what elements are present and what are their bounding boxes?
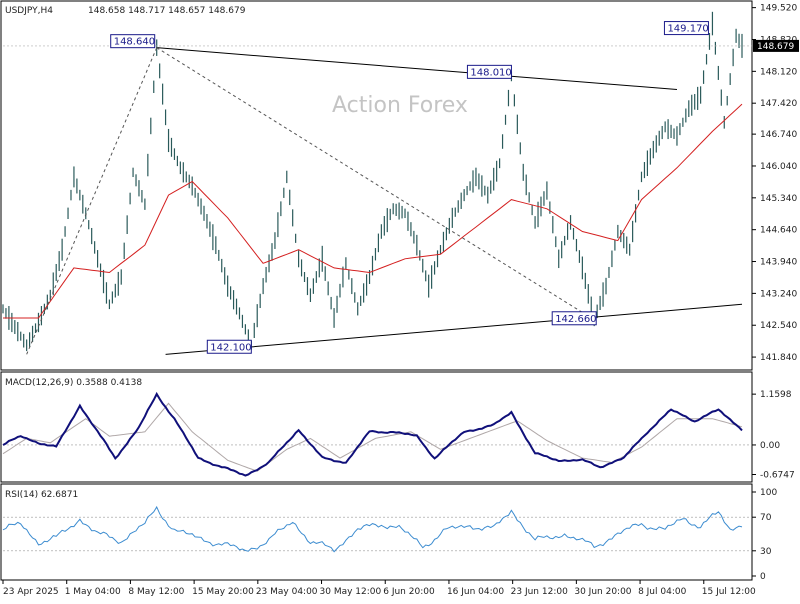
- macd-y-tick-label: 0.00: [760, 441, 780, 451]
- price-plot-group: 148.640 148.010 142.100 142.660 149.170: [2, 11, 752, 355]
- price-y-tick-label: 143.240: [760, 289, 797, 299]
- price-label-box: [110, 34, 156, 49]
- macd-header: MACD(12,26,9) 0.3588 0.4138: [5, 378, 142, 388]
- price-panel-frame: [0, 0, 753, 371]
- x-axis-tick-label: 6 Jun 20:00: [383, 587, 435, 597]
- x-axis-tick-label: 30 Jun 20:00: [574, 587, 631, 597]
- rsi-y-tick-label: 100: [760, 488, 777, 498]
- price-header-ohlc: 148.658 148.717 148.657 148.679: [88, 6, 246, 16]
- price-y-tick-label: 142.540: [760, 321, 797, 331]
- x-axis-tick-label: 23 Jun 12:00: [511, 587, 568, 597]
- x-axis-tick-label: 8 May 12:00: [128, 587, 184, 597]
- price-label-text: 142.100: [210, 342, 251, 353]
- price-header-symbol: USDJPY,H4: [5, 6, 53, 16]
- price-label-box: [206, 339, 252, 354]
- x-axis-tick-label: 1 May 04:00: [65, 587, 121, 597]
- x-axis-tick-label: 16 Jun 04:00: [447, 587, 504, 597]
- price-label-text: 149.170: [667, 24, 708, 35]
- macd-y-tick-label: 1.1598: [760, 390, 792, 400]
- price-y-tick-label: 146.740: [760, 130, 797, 140]
- price-y-tick-label: 144.640: [760, 226, 797, 236]
- price-label-box: [551, 311, 597, 326]
- x-axis-tick-label: 15 Jul 12:00: [702, 587, 756, 597]
- price-y-tick-label: 149.520: [760, 4, 797, 14]
- price-y-tick-label: 141.840: [760, 353, 797, 363]
- rsi-y-tick-label: 70: [760, 513, 772, 523]
- x-axis-tick-label: 30 May 12:00: [320, 587, 382, 597]
- rsi-line: [2, 505, 743, 553]
- current-price-badge: [753, 39, 799, 52]
- price-label-box: [663, 21, 709, 36]
- solid-trend-line: [156, 47, 678, 91]
- price-label-text: 148.010: [470, 67, 511, 78]
- price-y-tick-label: 143.940: [760, 258, 797, 268]
- price-y-tick-label: 147.420: [760, 99, 797, 109]
- rsi-y-tick-label: 0: [760, 572, 766, 582]
- x-axis-tick-label: 23 May 04:00: [256, 587, 318, 597]
- price-label-text: 142.660: [555, 314, 596, 325]
- macd-main-line: [2, 391, 743, 477]
- macd-panel-frame: [0, 371, 753, 483]
- dotted-trend-line: [156, 47, 595, 321]
- price-y-tick-label: 145.340: [760, 194, 797, 204]
- macd-y-tick-label: -0.6747: [760, 471, 795, 481]
- rsi-y-tick-label: 30: [760, 547, 772, 557]
- price-label-box: [466, 64, 512, 79]
- macd-plot-group: [2, 391, 752, 477]
- axis-labels-group: 149.520148.820148.120147.420146.740146.0…: [2, 4, 799, 597]
- rsi-plot-group: [2, 505, 752, 553]
- price-y-tick-label: 146.040: [760, 162, 797, 172]
- x-axis-tick-label: 15 May 20:00: [192, 587, 254, 597]
- rsi-panel-frame: [0, 483, 753, 581]
- moving-average-line: [3, 103, 743, 319]
- rsi-header: RSI(14) 62.6871: [5, 490, 78, 500]
- dotted-trend-line: [26, 47, 158, 355]
- solid-trend-line: [165, 303, 743, 355]
- current-price-label: 148.679: [757, 42, 794, 52]
- x-axis-tick-label: 8 Jul 04:00: [638, 587, 687, 597]
- price-y-tick-label: 148.120: [760, 67, 797, 77]
- price-label-text: 148.640: [114, 37, 155, 48]
- x-axis-tick-label: 23 Apr 2025: [3, 587, 59, 597]
- watermark-text: Action Forex: [332, 93, 468, 118]
